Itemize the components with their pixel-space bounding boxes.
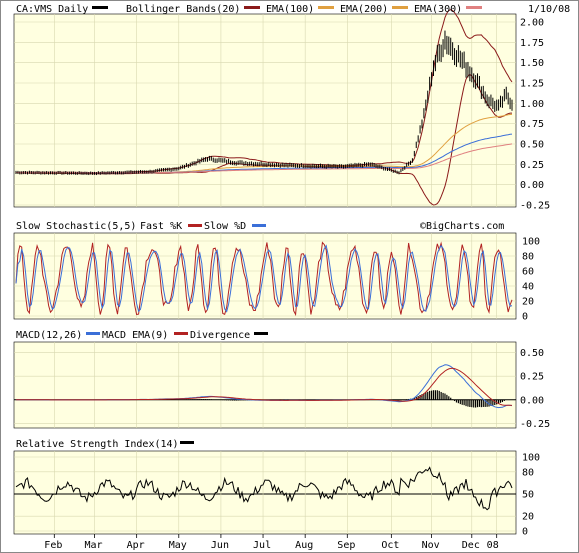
x-month-label: Sep [337, 540, 355, 551]
stoch-y-tick: 80 [522, 252, 534, 263]
price-y-tick: 1.25 [520, 79, 544, 90]
x-month-label: Jun [211, 540, 229, 551]
fast-k-swatch [188, 224, 202, 227]
macd-y-tick: 0.25 [520, 372, 544, 383]
x-month-label: Jul [253, 540, 271, 551]
x-month-label: Nov [422, 540, 440, 551]
macd-y-tick: -0.25 [520, 419, 550, 430]
stoch-y-tick: 0 [522, 312, 528, 323]
bollinger-legend-swatch [92, 6, 108, 9]
x-month-label: Oct [381, 540, 399, 551]
macd-ema-label: MACD EMA(9) [102, 330, 168, 341]
ema300-legend-label: EMA(300) [414, 4, 462, 15]
bollinger-legend-label: Bollinger Bands(20) [126, 4, 240, 15]
symbol-label: CA:VMS Daily [16, 4, 88, 15]
stoch-y-tick: 40 [522, 282, 534, 293]
slow-d-line [15, 244, 513, 313]
price-y-tick: 0.25 [520, 160, 544, 171]
ema100-legend-label: EMA(100) [266, 4, 314, 15]
price-y-tick: 0.00 [520, 180, 544, 191]
x-month-label: Mar [85, 540, 103, 551]
price-y-tick: 0.50 [520, 140, 544, 151]
divergence-label: Divergence [190, 330, 250, 341]
price-y-tick: 1.75 [520, 38, 544, 49]
x-month-label: Feb [44, 540, 62, 551]
ema200-legend-swatch-2 [392, 6, 408, 9]
fast-k-label: Fast %K [140, 221, 182, 232]
slow-d-label: Slow %D [204, 221, 246, 232]
rsi-swatch [180, 441, 194, 444]
x-month-label: 08 [487, 540, 499, 551]
price-y-tick: 1.00 [520, 99, 544, 110]
stochastic-title: Slow Stochastic(5,5) [16, 221, 136, 232]
x-month-label: Apr [127, 540, 145, 551]
rsi-panel [13, 450, 517, 535]
x-month-label: Aug [295, 540, 313, 551]
rsi-title: Relative Strength Index(14) [16, 439, 179, 450]
fast-k-line [15, 241, 513, 317]
slow-d-swatch [252, 224, 266, 227]
macd-title: MACD(12,26) [16, 330, 82, 341]
rsi-y-tick: 0 [522, 527, 528, 538]
price-y-tick: 0.75 [520, 119, 544, 130]
rsi-y-tick: 80 [522, 467, 534, 478]
macd-swatch [86, 332, 100, 335]
price-y-tick: 2.00 [520, 18, 544, 29]
ema200-legend-swatch [318, 6, 334, 9]
ema200-legend-label: EMA(200) [340, 4, 388, 15]
stoch-y-tick: 100 [522, 237, 540, 248]
stoch-y-tick: 60 [522, 267, 534, 278]
stoch-y-tick: 20 [522, 297, 534, 308]
ema100-legend-swatch [244, 6, 260, 9]
macd-ema-swatch [174, 332, 188, 335]
price-y-tick: 1.50 [520, 58, 544, 69]
price-panel [13, 13, 517, 208]
watermark: ©BigCharts.com [420, 221, 504, 232]
x-month-label: May [169, 540, 187, 551]
macd-y-tick: 0.50 [520, 348, 544, 359]
ema300-legend-swatch [466, 6, 482, 9]
rsi-y-tick: 50 [522, 490, 534, 501]
price-y-tick: -0.25 [520, 201, 550, 212]
rsi-y-tick: 100 [522, 453, 540, 464]
macd-y-tick: 0.00 [520, 395, 544, 406]
rsi-y-tick: 20 [522, 512, 534, 523]
date-label: 1/10/08 [528, 4, 570, 15]
x-month-label: Dec [462, 540, 480, 551]
rsi-line [15, 466, 513, 511]
macd-panel [13, 341, 517, 429]
macd-signal-line [16, 367, 513, 406]
divergence-swatch [254, 332, 268, 335]
